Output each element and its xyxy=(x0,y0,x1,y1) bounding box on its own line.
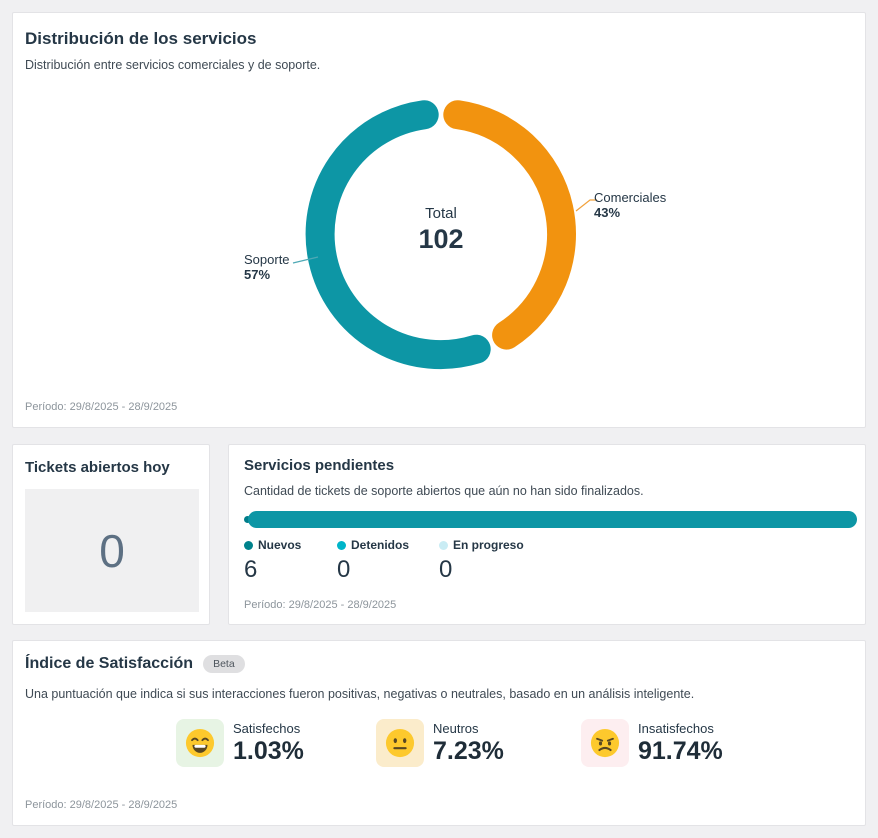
donut-center-label: Total xyxy=(425,205,457,222)
comerciales-label-text: Comerciales xyxy=(594,190,667,205)
nuevos-value: 6 xyxy=(244,556,258,583)
detenidos-value: 0 xyxy=(337,556,351,583)
detenidos-label: Detenidos xyxy=(351,538,410,552)
donut-center-value: 102 xyxy=(418,224,464,254)
tickets-value: 0 xyxy=(99,524,125,577)
nuevos-swatch-icon xyxy=(244,540,253,550)
donut-slice-comerciales[interactable] xyxy=(443,100,576,350)
stat-neutros: Neutros 7.23% xyxy=(376,719,504,767)
nuevos-label: Nuevos xyxy=(258,538,302,552)
insatisfechos-tile xyxy=(581,719,629,767)
neutros-tile xyxy=(376,719,424,767)
satisfaction-title: Índice de Satisfacción xyxy=(25,655,194,672)
pending-period: Período: 29/8/2025 - 28/9/2025 xyxy=(244,599,397,611)
legend-item-detenidos[interactable]: Detenidos 0 xyxy=(337,538,409,584)
beta-badge: Beta xyxy=(203,655,245,673)
insatisfechos-value: 91.74% xyxy=(638,737,723,765)
happy-face-icon xyxy=(185,728,215,758)
soporte-leader-line xyxy=(292,256,319,264)
en-progreso-swatch-icon xyxy=(439,540,448,550)
insatisfechos-label: Insatisfechos xyxy=(638,721,714,736)
donut-chart xyxy=(292,100,597,370)
pending-legend: Nuevos 6 Detenidos 0 En progreso 0 xyxy=(244,538,644,600)
distribution-subtitle: Distribución entre servicios comerciales… xyxy=(25,58,321,72)
soporte-label: Soporte 57% xyxy=(244,252,290,283)
distribution-card: Distribución de los servicios Distribuci… xyxy=(12,12,866,428)
soporte-label-text: Soporte xyxy=(244,252,290,267)
comerciales-label: Comerciales 43% xyxy=(594,190,667,221)
satisfaction-period: Período: 29/8/2025 - 28/9/2025 xyxy=(25,799,178,811)
stat-insatisfechos: Insatisfechos 91.74% xyxy=(581,719,723,767)
en-progreso-value: 0 xyxy=(439,556,453,583)
angry-face-icon xyxy=(590,728,620,758)
comerciales-leader-line xyxy=(575,199,597,212)
neutros-value: 7.23% xyxy=(433,737,504,765)
pending-subtitle: Cantidad de tickets de soporte abiertos … xyxy=(244,484,644,498)
legend-item-en-progreso[interactable]: En progreso 0 xyxy=(439,538,524,584)
tickets-today-card: Tickets abiertos hoy 0 xyxy=(12,444,210,625)
satisfaction-stats: Satisfechos 1.03% Neutros 7.23% xyxy=(176,719,836,775)
pending-bar-start-dot xyxy=(244,516,251,523)
satisfaction-subtitle: Una puntuación que indica si sus interac… xyxy=(25,687,695,701)
donut-center-total: Total 102 xyxy=(391,205,491,255)
neutral-face-icon xyxy=(385,728,415,758)
satisfaction-card: Índice de Satisfacción Beta Una puntuaci… xyxy=(12,640,866,826)
en-progreso-label: En progreso xyxy=(453,538,524,552)
pending-title: Servicios pendientes xyxy=(244,457,395,474)
soporte-pct: 57% xyxy=(244,266,271,282)
stat-satisfechos: Satisfechos 1.03% xyxy=(176,719,304,767)
tickets-title: Tickets abiertos hoy xyxy=(25,459,170,476)
pending-bar-fill xyxy=(248,511,857,528)
donut-slice-soporte[interactable] xyxy=(305,100,491,370)
satisfechos-tile xyxy=(176,719,224,767)
legend-item-nuevos[interactable]: Nuevos 6 xyxy=(244,538,301,584)
pending-services-card: Servicios pendientes Cantidad de tickets… xyxy=(228,444,866,625)
satisfechos-label: Satisfechos xyxy=(233,721,301,736)
neutros-label: Neutros xyxy=(433,721,479,736)
detenidos-swatch-icon xyxy=(337,540,346,550)
distribution-period: Período: 29/8/2025 - 28/9/2025 xyxy=(25,401,178,413)
tickets-value-box: 0 xyxy=(25,489,199,612)
comerciales-pct: 43% xyxy=(594,204,621,220)
distribution-title: Distribución de los servicios xyxy=(25,29,257,48)
pending-bar[interactable] xyxy=(244,511,857,528)
satisfechos-value: 1.03% xyxy=(233,737,304,765)
